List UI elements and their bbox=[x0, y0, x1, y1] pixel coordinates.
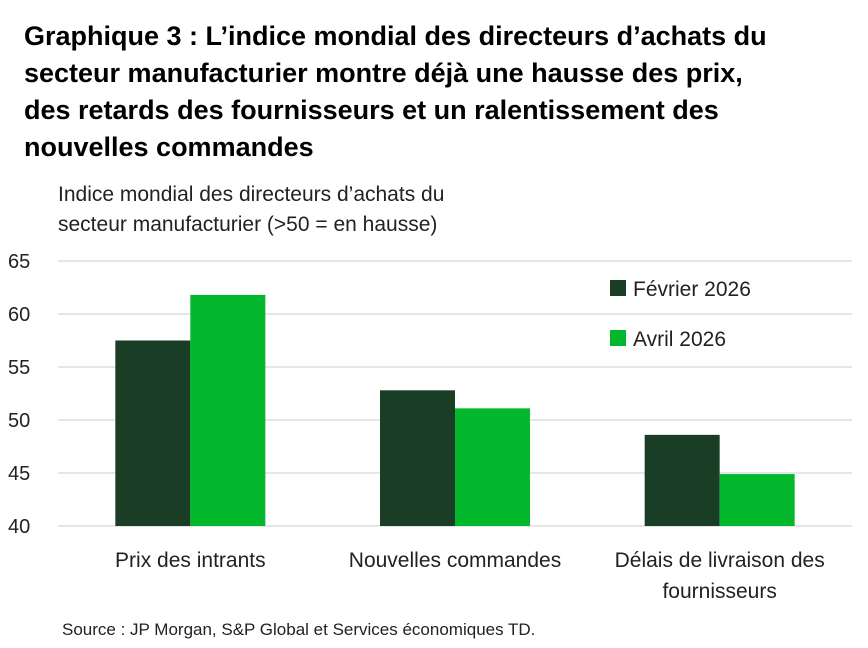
bar bbox=[644, 434, 720, 526]
title-line: des retards des fournisseurs et un ralen… bbox=[24, 95, 719, 125]
title-line: Graphique 3 : L’indice mondial des direc… bbox=[24, 21, 767, 51]
bar bbox=[455, 408, 530, 526]
bar bbox=[380, 390, 455, 526]
legend-swatch bbox=[610, 280, 626, 296]
y-tick-label: 65 bbox=[8, 251, 30, 273]
x-tick-label: Nouvelles commandes bbox=[349, 549, 561, 572]
source-note: Source : JP Morgan, S&P Global et Servic… bbox=[62, 620, 536, 639]
y-tick-label: 55 bbox=[8, 357, 30, 379]
bar bbox=[115, 340, 191, 526]
x-tick-label: fournisseurs bbox=[662, 580, 776, 603]
x-tick-label: Prix des intrants bbox=[115, 549, 266, 572]
legend-swatch bbox=[610, 330, 626, 346]
bar bbox=[190, 294, 266, 526]
y-tick-label: 50 bbox=[8, 410, 30, 432]
title-line: secteur manufacturier montre déjà une ha… bbox=[24, 58, 743, 88]
bar bbox=[719, 474, 795, 526]
y-tick-label: 45 bbox=[8, 463, 30, 485]
y-tick-label: 60 bbox=[8, 304, 30, 326]
title-line: nouvelles commandes bbox=[24, 132, 314, 162]
y-axis-label: Indice mondial des directeurs d’achats d… bbox=[58, 180, 444, 240]
legend-label: Février 2026 bbox=[633, 278, 751, 301]
y-axis-label-line: Indice mondial des directeurs d’achats d… bbox=[58, 183, 445, 206]
y-axis-label-line: secteur manufacturier (>50 = en hausse) bbox=[58, 213, 438, 236]
legend-label: Avril 2026 bbox=[633, 328, 726, 351]
y-tick-label: 40 bbox=[8, 516, 30, 538]
chart-title: Graphique 3 : L’indice mondial des direc… bbox=[24, 18, 854, 166]
x-tick-label: Délais de livraison des bbox=[615, 549, 825, 572]
